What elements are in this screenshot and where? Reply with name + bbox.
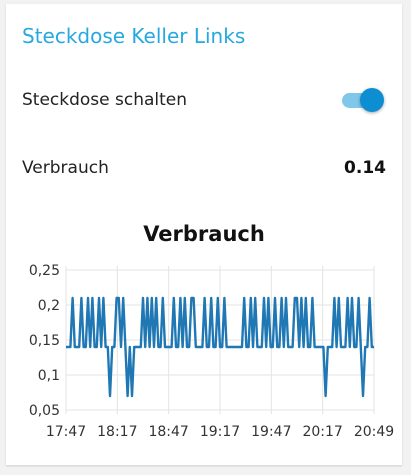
y-axis-ticks: 0,25 0,2 0,15 0,1 0,05 (29, 263, 60, 419)
x-tick-label: 18:17 (97, 424, 137, 440)
usage-line-chart: 0,250,20,150,10,05 17:47 18:17 18:47 19:17 1… (29, 263, 394, 440)
y-tick-label: 0,2 (38, 298, 60, 314)
switch-label: Steckdose schalten (22, 90, 188, 110)
x-tick-label: 20:49 (354, 424, 394, 440)
x-tick-label: 19:47 (251, 424, 291, 440)
dashboard-card: Steckdose Keller Links Steckdose schalte… (6, 4, 402, 465)
y-tick-label: 0,05 (29, 403, 60, 419)
x-tick-label: 19:17 (200, 424, 240, 440)
card-title: Steckdose Keller Links (22, 24, 246, 48)
x-axis-ticks: 17:47 18:17 18:47 19:17 19:47 20:17 20:49 (46, 424, 394, 440)
toggle-thumb[interactable] (360, 88, 384, 112)
power-toggle-switch[interactable] (340, 88, 384, 112)
y-tick-label: 0,15 (29, 333, 60, 349)
y-tick-label: 0,25 (29, 263, 60, 279)
y-tick-label: 0,1 (38, 368, 60, 384)
series-line (66, 296, 374, 398)
usage-value: 0.14 (344, 158, 386, 178)
x-tick-label: 20:17 (302, 424, 342, 440)
x-tick-label: 17:47 (46, 424, 86, 440)
chart-title: Verbrauch (143, 222, 265, 246)
usage-label: Verbrauch (22, 158, 109, 178)
x-tick-label: 18:47 (148, 424, 188, 440)
